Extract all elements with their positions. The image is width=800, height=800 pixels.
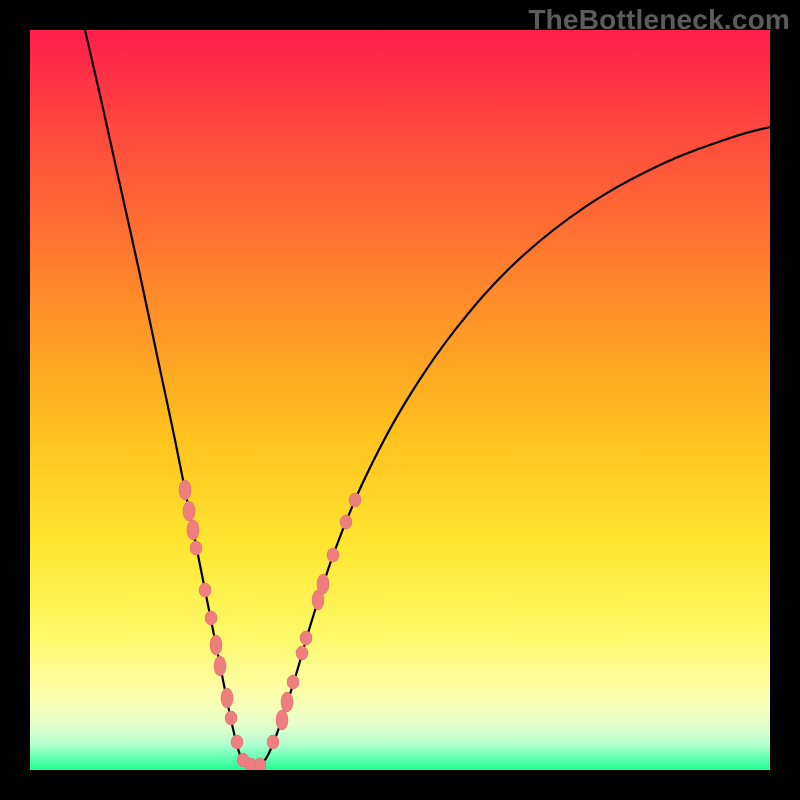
data-marker — [267, 735, 279, 749]
data-marker — [254, 758, 266, 770]
data-marker — [199, 583, 211, 597]
figure-root: TheBottleneck.com — [0, 0, 800, 800]
data-marker — [296, 646, 308, 660]
data-marker — [349, 493, 361, 507]
data-marker — [214, 656, 226, 676]
watermark-text: TheBottleneck.com — [528, 4, 790, 36]
data-marker — [300, 631, 312, 645]
data-marker — [317, 574, 329, 594]
data-marker — [276, 710, 288, 730]
data-marker — [205, 611, 217, 625]
data-marker — [187, 520, 199, 540]
data-marker — [179, 480, 191, 500]
chart-overlay-svg — [30, 30, 770, 770]
data-marker — [327, 548, 339, 562]
data-marker — [190, 541, 202, 555]
plot-area — [30, 30, 770, 770]
data-marker — [221, 688, 233, 708]
data-marker — [340, 515, 352, 529]
curve-left-branch — [85, 30, 250, 765]
data-marker — [183, 501, 195, 521]
curve-right-branch — [260, 127, 770, 765]
data-marker — [231, 735, 243, 749]
data-marker — [225, 711, 237, 725]
data-marker — [281, 692, 293, 712]
data-marker — [287, 675, 299, 689]
data-marker — [210, 635, 222, 655]
